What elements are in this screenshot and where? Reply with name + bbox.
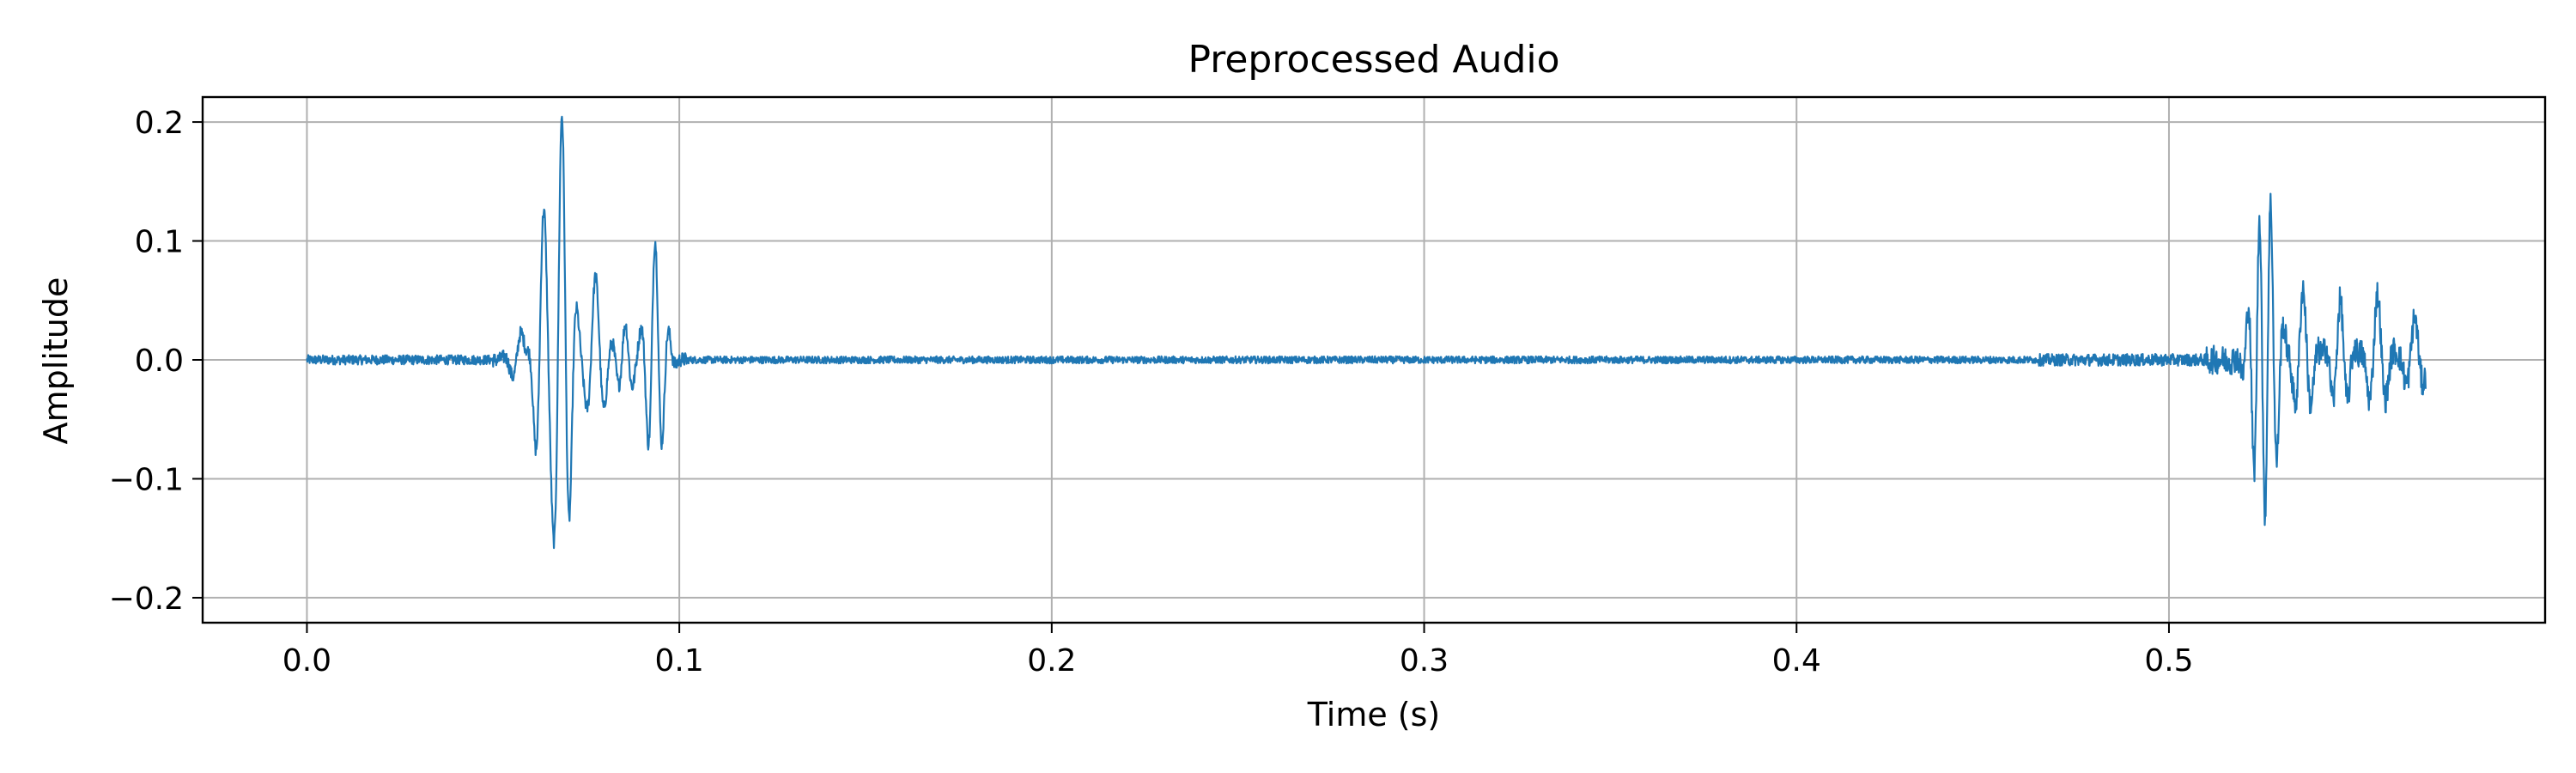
y-tick-label: −0.1 xyxy=(109,462,184,497)
x-tick-label: 0.5 xyxy=(2144,643,2193,679)
y-tick-label: 0.0 xyxy=(135,344,184,379)
x-tick-label: 0.1 xyxy=(655,643,704,679)
y-tick-label: 0.1 xyxy=(135,225,184,260)
y-tick-label: −0.2 xyxy=(109,581,184,617)
x-tick-label: 0.2 xyxy=(1027,643,1076,679)
chart-title: Preprocessed Audio xyxy=(1188,38,1559,82)
x-axis-label: Time (s) xyxy=(1307,696,1441,733)
x-tick-label: 0.3 xyxy=(1400,643,1449,679)
y-axis-label: Amplitude xyxy=(37,277,75,445)
y-tick-label: 0.2 xyxy=(135,106,184,141)
x-tick-label: 0.4 xyxy=(1772,643,1821,679)
x-tick-label: 0.0 xyxy=(283,643,331,679)
